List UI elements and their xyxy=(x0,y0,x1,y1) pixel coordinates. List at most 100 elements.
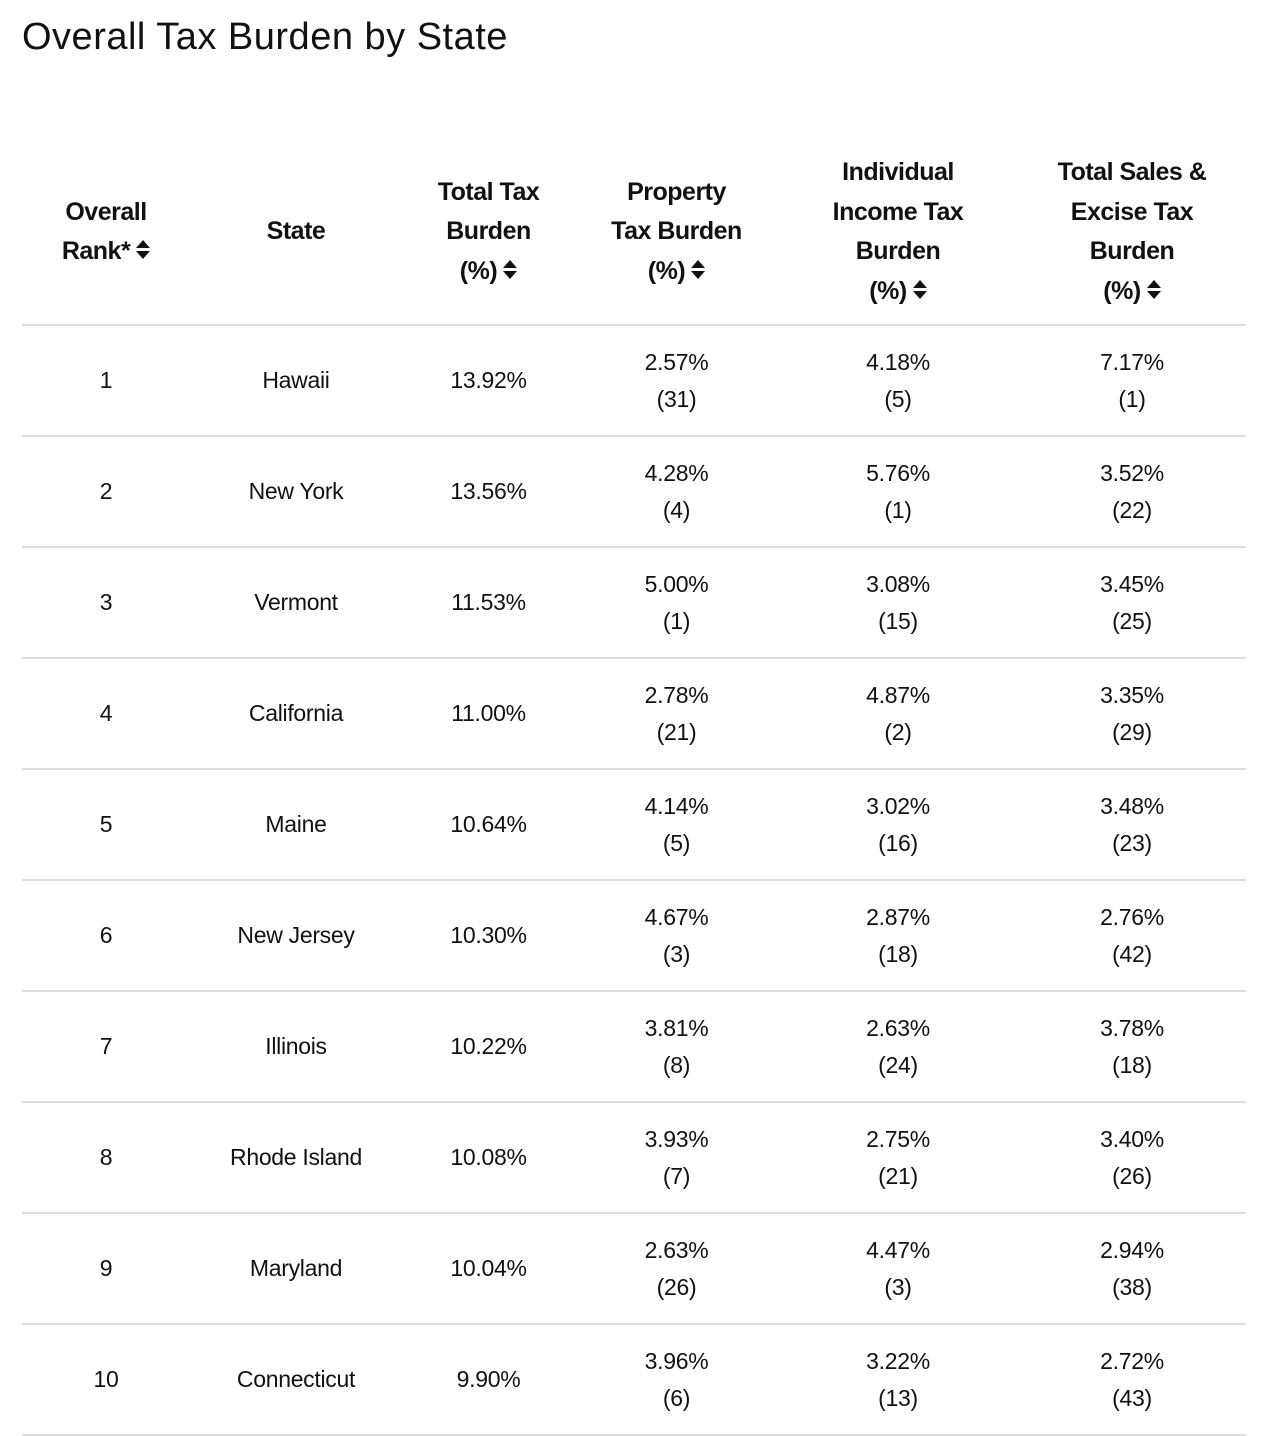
category-rank: (2) xyxy=(884,718,912,745)
table-row: 2 New York 13.56% 4.28% (4) 5.76% (1) 3.52% (22) xyxy=(22,436,1246,548)
cell-value: 2.63% xyxy=(644,1236,709,1263)
category-rank: (13) xyxy=(878,1384,918,1411)
cell-value: 7.17% xyxy=(1100,348,1164,375)
category-rank: (24) xyxy=(878,1051,918,1078)
cell-income-tax-burden: 2.63% (24) xyxy=(778,991,1018,1103)
cell-total-tax-burden: 10.30% xyxy=(402,880,575,992)
cell-income-tax-burden: 3.22% (13) xyxy=(778,1324,1018,1436)
table-row: 1 Hawaii 13.92% 2.57% (31) 4.18% (5) 7.17% (1) xyxy=(22,325,1246,437)
cell-value: 3.52% xyxy=(1100,459,1164,486)
category-rank: (26) xyxy=(656,1273,697,1300)
cell-state: Maryland xyxy=(190,1213,402,1325)
cell-sales-excise-tax-burden: 7.17% (1) xyxy=(1018,325,1246,437)
cell-total-tax-burden: 10.22% xyxy=(402,991,575,1103)
cell-value: 10.64% xyxy=(450,811,527,837)
category-rank: (26) xyxy=(1112,1162,1152,1189)
cell-total-tax-burden: 13.92% xyxy=(402,325,575,437)
column-header-total-tax-burden[interactable]: Total Tax Burden (%) xyxy=(402,140,575,326)
category-rank: (22) xyxy=(1112,496,1152,523)
cell-value: 3.35% xyxy=(1100,681,1164,708)
cell-property-tax-burden: 3.93% (7) xyxy=(575,1102,778,1214)
cell-property-tax-burden: 5.00% (1) xyxy=(575,547,778,659)
sort-icon[interactable] xyxy=(136,240,151,260)
cell-value: 3.02% xyxy=(866,792,930,819)
category-rank: (1) xyxy=(662,607,691,634)
cell-income-tax-burden: 4.47% (3) xyxy=(778,1213,1018,1325)
category-rank: (7) xyxy=(662,1162,691,1189)
cell-value: Connecticut xyxy=(236,1366,356,1392)
category-rank: (21) xyxy=(656,718,697,745)
cell-value: New York xyxy=(248,478,344,504)
column-header-label: Individual xyxy=(842,158,954,186)
category-rank: (38) xyxy=(1112,1273,1152,1300)
cell-value: 2.72% xyxy=(1100,1347,1164,1374)
column-header-label: (%) xyxy=(869,276,907,305)
cell-overall-rank: 1 xyxy=(22,325,190,437)
cell-value: 3.81% xyxy=(644,1014,709,1041)
cell-overall-rank: 7 xyxy=(22,991,190,1103)
cell-value: 5 xyxy=(99,811,113,837)
cell-total-tax-burden: 10.08% xyxy=(402,1102,575,1214)
cell-value: Rhode Island xyxy=(230,1144,362,1170)
cell-value: 3 xyxy=(99,589,113,615)
cell-value: 3.93% xyxy=(644,1125,709,1152)
category-rank: (1) xyxy=(884,496,912,523)
cell-income-tax-burden: 2.75% (21) xyxy=(778,1102,1018,1214)
cell-value: 3.40% xyxy=(1100,1125,1164,1152)
column-header-property-tax-burden[interactable]: Property Tax Burden (%) xyxy=(575,140,778,326)
cell-overall-rank: 6 xyxy=(22,880,190,992)
cell-income-tax-burden: 2.87% (18) xyxy=(778,880,1018,992)
cell-value: 4.87% xyxy=(866,681,930,708)
cell-overall-rank: 4 xyxy=(22,658,190,770)
cell-state: California xyxy=(190,658,402,770)
cell-state: Maine xyxy=(190,769,402,881)
column-header-sales-excise-tax-burden[interactable]: Total Sales & Excise Tax Burden (%) xyxy=(1018,140,1246,326)
category-rank: (6) xyxy=(662,1384,691,1411)
cell-value: 4.28% xyxy=(644,459,709,486)
cell-total-tax-burden: 10.04% xyxy=(402,1213,575,1325)
cell-value: 2.94% xyxy=(1100,1236,1164,1263)
column-header-overall-rank[interactable]: Overall Rank* xyxy=(22,140,190,326)
cell-total-tax-burden: 13.56% xyxy=(402,436,575,548)
cell-value: Hawaii xyxy=(262,367,330,393)
cell-value: 10.22% xyxy=(450,1033,527,1059)
sort-icon[interactable] xyxy=(912,279,927,300)
column-header-label: Overall xyxy=(65,197,147,226)
category-rank: (16) xyxy=(878,829,918,856)
cell-value: Vermont xyxy=(254,589,338,615)
cell-value: 7 xyxy=(99,1033,113,1059)
sort-icon[interactable] xyxy=(503,260,518,280)
category-rank: (3) xyxy=(884,1273,912,1300)
category-rank: (43) xyxy=(1112,1384,1152,1411)
column-header-label: Excise Tax xyxy=(1070,197,1194,226)
cell-value: 4 xyxy=(99,700,113,726)
table-row: 7 Illinois 10.22% 3.81% (8) 2.63% (24) 3.78% (18… xyxy=(22,991,1246,1103)
cell-overall-rank: 3 xyxy=(22,547,190,659)
column-header-income-tax-burden[interactable]: Individual Income Tax Burden (%) xyxy=(778,140,1018,326)
column-header-label: Burden xyxy=(855,237,941,265)
cell-value: New Jersey xyxy=(237,922,355,948)
column-header-state: State xyxy=(190,140,402,326)
column-header-label: Rank* xyxy=(61,237,131,265)
category-rank: (3) xyxy=(662,940,691,967)
table-row: 5 Maine 10.64% 4.14% (5) 3.02% (16) 3.48% (23) xyxy=(22,769,1246,881)
cell-value: 3.08% xyxy=(866,570,930,597)
cell-value: 2.87% xyxy=(866,903,930,930)
cell-total-tax-burden: 11.53% xyxy=(402,547,575,659)
category-rank: (29) xyxy=(1112,718,1152,745)
table-row: 6 New Jersey 10.30% 4.67% (3) 2.87% (18) 2.76% (… xyxy=(22,880,1246,992)
sort-icon[interactable] xyxy=(1146,279,1161,300)
column-header-label: (%) xyxy=(647,256,686,285)
cell-sales-excise-tax-burden: 3.35% (29) xyxy=(1018,658,1246,770)
cell-value: 3.78% xyxy=(1100,1014,1164,1041)
cell-sales-excise-tax-burden: 3.45% (25) xyxy=(1018,547,1246,659)
cell-state: New York xyxy=(190,436,402,548)
cell-state: New Jersey xyxy=(190,880,402,992)
sort-icon[interactable] xyxy=(691,260,706,280)
category-rank: (23) xyxy=(1112,829,1152,856)
column-header-label: Property xyxy=(627,177,726,206)
page-title: Overall Tax Burden by State xyxy=(22,16,508,58)
cell-value: 6 xyxy=(99,922,113,948)
category-rank: (25) xyxy=(1112,607,1152,634)
cell-value: 4.67% xyxy=(644,903,709,930)
